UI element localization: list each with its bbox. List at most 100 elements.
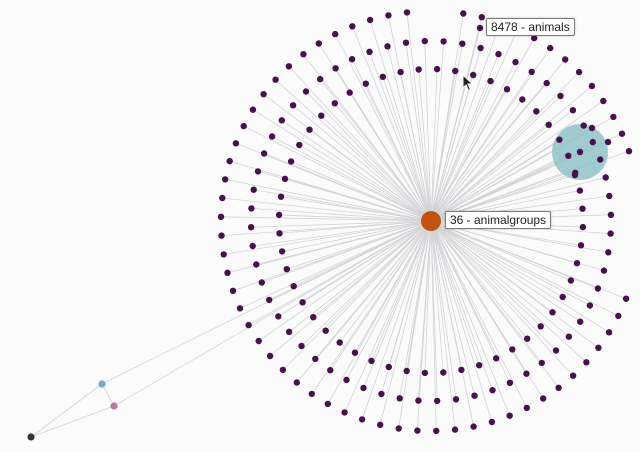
leaf-node[interactable] — [414, 427, 421, 434]
leaf-node[interactable] — [440, 369, 447, 376]
leaf-node[interactable] — [470, 71, 477, 79]
leaf-node[interactable] — [296, 141, 303, 149]
leaf-node[interactable] — [224, 269, 231, 276]
leaf-node[interactable] — [562, 56, 569, 63]
leaf-node[interactable] — [415, 397, 422, 404]
leaf-node[interactable] — [219, 194, 226, 202]
leaf-node[interactable] — [384, 43, 391, 50]
leaf-node[interactable] — [602, 174, 609, 181]
leaf-node[interactable] — [298, 342, 305, 350]
leaf-node[interactable] — [318, 112, 325, 119]
leaf-node[interactable] — [421, 369, 429, 377]
leaf-node[interactable] — [495, 50, 502, 58]
leaf-node[interactable] — [275, 313, 282, 320]
leaf-node[interactable] — [299, 299, 306, 306]
leaf-node[interactable] — [278, 117, 285, 124]
leaf-node[interactable] — [217, 213, 225, 220]
leaf-node[interactable] — [403, 367, 410, 375]
leaf-node[interactable] — [586, 302, 594, 309]
leaf-node[interactable] — [503, 86, 511, 93]
leaf-node[interactable] — [433, 65, 441, 73]
leaf-node[interactable] — [537, 323, 544, 330]
leaf-node[interactable] — [317, 75, 324, 83]
leaf-node[interactable] — [600, 267, 608, 274]
leaf-node[interactable] — [487, 77, 494, 85]
leaf-node[interactable] — [277, 193, 285, 200]
leaf-node[interactable] — [569, 107, 577, 114]
leaf-node[interactable] — [421, 37, 428, 45]
leaf-node[interactable] — [268, 133, 276, 140]
leaf-node[interactable] — [278, 248, 286, 255]
leaf-node[interactable] — [565, 333, 573, 340]
leaf-node[interactable] — [222, 176, 229, 183]
leaf-node[interactable] — [315, 40, 322, 47]
leaf-node[interactable] — [488, 418, 496, 426]
leaf-node[interactable] — [580, 122, 587, 129]
leaf-node[interactable] — [220, 251, 227, 258]
hub-node[interactable] — [421, 211, 441, 231]
leaf-node[interactable] — [607, 230, 614, 237]
leaf-node[interactable] — [226, 157, 233, 165]
leaf-node[interactable] — [260, 150, 268, 157]
leaf-node[interactable] — [366, 48, 373, 55]
leaf-node[interactable] — [281, 175, 289, 182]
leaf-node[interactable] — [287, 158, 295, 165]
leaf-node[interactable] — [588, 82, 596, 90]
leaf-node[interactable] — [266, 352, 274, 360]
leaf-node[interactable] — [577, 318, 584, 325]
leaf-node[interactable] — [377, 421, 384, 428]
leaf-node[interactable] — [396, 395, 403, 402]
pink-node[interactable] — [110, 402, 118, 410]
leaf-node[interactable] — [360, 384, 367, 392]
leaf-node[interactable] — [588, 124, 596, 132]
leaf-node[interactable] — [583, 359, 590, 366]
leaf-node[interactable] — [289, 102, 297, 109]
leaf-node[interactable] — [415, 66, 422, 73]
leaf-node[interactable] — [478, 14, 485, 21]
leaf-node[interactable] — [249, 106, 257, 113]
leaf-node[interactable] — [573, 260, 581, 267]
leaf-node[interactable] — [276, 230, 283, 237]
leaf-node[interactable] — [232, 140, 240, 147]
leaf-node[interactable] — [458, 366, 465, 374]
leaf-node[interactable] — [605, 329, 613, 336]
leaf-node[interactable] — [524, 335, 531, 342]
leaf-node[interactable] — [506, 379, 514, 386]
leaf-node[interactable] — [567, 277, 575, 284]
leaf-node[interactable] — [312, 355, 319, 363]
leaf-node[interactable] — [366, 16, 374, 24]
leaf-node[interactable] — [533, 108, 540, 115]
leaf-node[interactable] — [250, 186, 257, 193]
leaf-node[interactable] — [402, 39, 410, 46]
leaf-node[interactable] — [240, 122, 247, 130]
leaf-node[interactable] — [543, 79, 550, 87]
leaf-node[interactable] — [279, 366, 287, 374]
leaf-node[interactable] — [476, 24, 484, 32]
leaf-node[interactable] — [258, 279, 265, 286]
leaf-node[interactable] — [433, 427, 440, 435]
leaf-node[interactable] — [471, 392, 478, 399]
leaf-node[interactable] — [506, 412, 513, 419]
leaf-node[interactable] — [552, 347, 560, 354]
leaf-node[interactable] — [594, 285, 602, 292]
leaf-node[interactable] — [362, 80, 369, 87]
leaf-node[interactable] — [403, 9, 411, 16]
leaf-node[interactable] — [346, 89, 353, 96]
leaf-node[interactable] — [327, 367, 334, 374]
leaf-node[interactable] — [343, 376, 350, 384]
leaf-node[interactable] — [528, 68, 535, 76]
leaf-node[interactable] — [358, 416, 366, 423]
leaf-node[interactable] — [332, 30, 339, 38]
leaf-node[interactable] — [493, 355, 500, 362]
leaf-node[interactable] — [459, 40, 466, 47]
leaf-node[interactable] — [575, 68, 583, 76]
leaf-node[interactable] — [460, 10, 467, 17]
leaf-node[interactable] — [577, 242, 585, 249]
leaf-node[interactable] — [565, 152, 572, 159]
leaf-node[interactable] — [385, 363, 392, 371]
leaf-node[interactable] — [600, 97, 607, 105]
leaf-node[interactable] — [512, 58, 519, 66]
leaf-node[interactable] — [559, 293, 566, 301]
leaf-node[interactable] — [595, 344, 602, 351]
leaf-node[interactable] — [290, 283, 297, 290]
